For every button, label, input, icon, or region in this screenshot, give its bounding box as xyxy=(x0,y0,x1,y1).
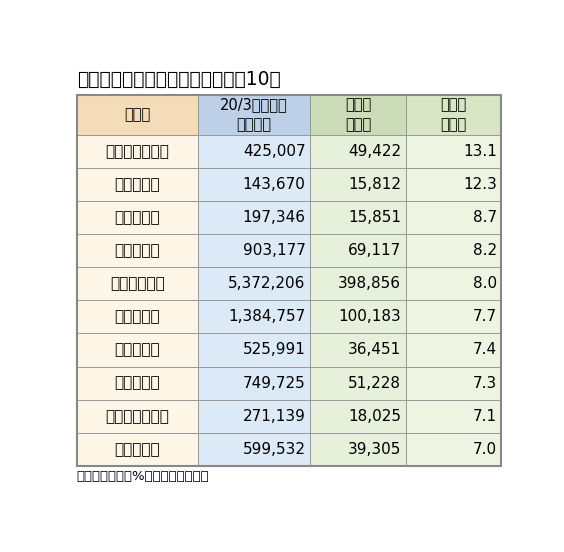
Bar xyxy=(77,201,198,234)
Bar xyxy=(198,201,310,234)
Text: 大　　　光: 大 光 xyxy=(114,342,160,358)
Text: 銀行名: 銀行名 xyxy=(124,107,151,122)
Bar xyxy=(198,135,310,168)
Bar xyxy=(198,367,310,400)
Bar xyxy=(198,168,310,201)
Text: 398,856: 398,856 xyxy=(338,276,401,291)
Bar xyxy=(77,168,198,201)
Text: 島　　　根: 島 根 xyxy=(114,177,160,192)
Text: 13.1: 13.1 xyxy=(463,144,497,159)
Text: 7.0: 7.0 xyxy=(473,442,497,457)
Bar xyxy=(310,367,406,400)
Text: 425,007: 425,007 xyxy=(243,144,306,159)
Text: 第　　　三: 第 三 xyxy=(114,243,160,258)
Text: 39,305: 39,305 xyxy=(348,442,401,457)
Bar xyxy=(310,168,406,201)
Text: 7.1: 7.1 xyxy=(473,408,497,424)
Bar xyxy=(310,234,406,267)
Bar xyxy=(77,367,198,400)
Bar xyxy=(77,433,198,466)
Text: 西日本シティ: 西日本シティ xyxy=(110,276,165,291)
Bar xyxy=(310,267,406,300)
Bar xyxy=(406,333,501,367)
Bar xyxy=(77,333,198,367)
Text: 12.3: 12.3 xyxy=(463,177,497,192)
Text: 49,422: 49,422 xyxy=(348,144,401,159)
Text: 富　　　山: 富 山 xyxy=(114,210,160,225)
Bar xyxy=(406,168,501,201)
Text: 8.2: 8.2 xyxy=(473,243,497,258)
Text: 69,117: 69,117 xyxy=(348,243,401,258)
Text: 36,451: 36,451 xyxy=(348,342,401,358)
Bar xyxy=(406,135,501,168)
Bar xyxy=(77,95,501,466)
Bar xyxy=(198,267,310,300)
Bar xyxy=(310,400,406,433)
Text: 7.7: 7.7 xyxy=(473,309,497,325)
Bar xyxy=(198,234,310,267)
Bar xyxy=(406,300,501,333)
Bar xyxy=(310,95,406,135)
Text: 8.7: 8.7 xyxy=(473,210,497,225)
Bar xyxy=(406,201,501,234)
Text: 前期比
増加率: 前期比 増加率 xyxy=(440,97,467,132)
Text: 7.3: 7.3 xyxy=(473,375,497,391)
Text: 20/3期流動性
預金残高: 20/3期流動性 預金残高 xyxy=(220,97,288,132)
Bar xyxy=(310,333,406,367)
Text: 地域銀の流動性預金増加率　上位10行: 地域銀の流動性預金増加率 上位10行 xyxy=(77,70,280,89)
Text: 51,228: 51,228 xyxy=(348,375,401,391)
Text: 903,177: 903,177 xyxy=(243,243,306,258)
Text: 143,670: 143,670 xyxy=(243,177,306,192)
Bar xyxy=(406,95,501,135)
Text: 18,025: 18,025 xyxy=(348,408,401,424)
Text: 8.0: 8.0 xyxy=(473,276,497,291)
Bar xyxy=(77,135,198,168)
Text: 15,812: 15,812 xyxy=(348,177,401,192)
Bar xyxy=(310,300,406,333)
Text: 1,384,757: 1,384,757 xyxy=(228,309,306,325)
Bar xyxy=(310,135,406,168)
Bar xyxy=(77,300,198,333)
Text: 前期比
増加額: 前期比 増加額 xyxy=(345,97,371,132)
Bar xyxy=(198,433,310,466)
Text: 100,183: 100,183 xyxy=(338,309,401,325)
Text: 525,991: 525,991 xyxy=(243,342,306,358)
Bar xyxy=(406,267,501,300)
Text: 荘　　　内: 荘 内 xyxy=(114,442,160,457)
Text: 599,532: 599,532 xyxy=(243,442,306,457)
Bar xyxy=(406,400,501,433)
Bar xyxy=(310,433,406,466)
Bar xyxy=(406,433,501,466)
Text: 琉　　　球: 琉 球 xyxy=(114,309,160,325)
Bar xyxy=(198,95,310,135)
Bar xyxy=(77,95,198,135)
Bar xyxy=(198,333,310,367)
Bar xyxy=(77,234,198,267)
Text: 静　岡　中　央: 静 岡 中 央 xyxy=(105,408,169,424)
Text: 749,725: 749,725 xyxy=(243,375,306,391)
Text: 単位：百万円、%、期中平残ベース: 単位：百万円、%、期中平残ベース xyxy=(77,470,209,484)
Bar xyxy=(198,400,310,433)
Bar xyxy=(198,300,310,333)
Bar xyxy=(310,201,406,234)
Text: 5,372,206: 5,372,206 xyxy=(228,276,306,291)
Bar xyxy=(406,367,501,400)
Text: 15,851: 15,851 xyxy=(348,210,401,225)
Text: 271,139: 271,139 xyxy=(243,408,306,424)
Bar xyxy=(77,400,198,433)
Bar xyxy=(406,234,501,267)
Text: 香　　　川: 香 川 xyxy=(114,375,160,391)
Text: 沖　縄　海　邦: 沖 縄 海 邦 xyxy=(105,144,169,159)
Text: 7.4: 7.4 xyxy=(473,342,497,358)
Text: 197,346: 197,346 xyxy=(243,210,306,225)
Bar xyxy=(77,267,198,300)
